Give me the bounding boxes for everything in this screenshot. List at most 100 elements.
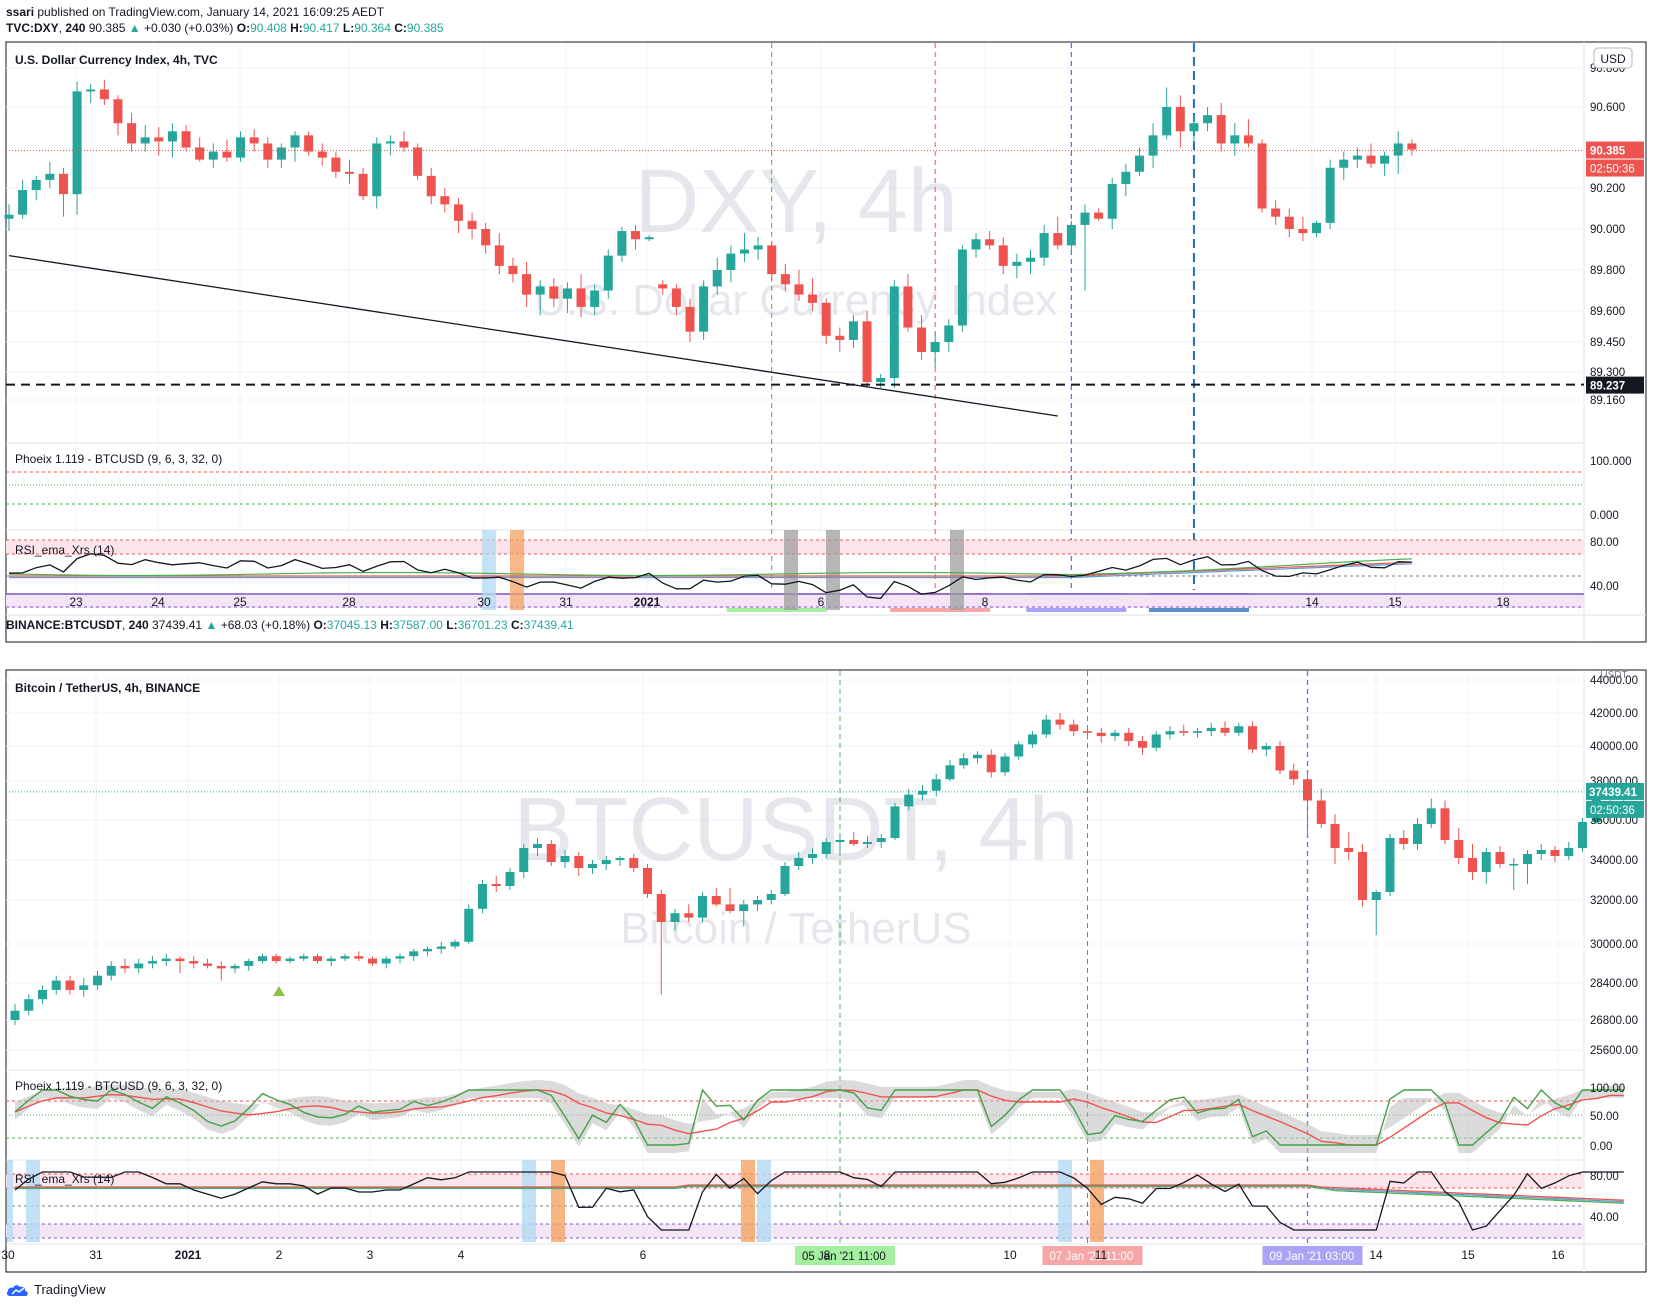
candle[interactable] [271,953,281,964]
candle[interactable] [467,212,477,240]
candle[interactable] [1399,830,1409,850]
candle[interactable] [835,327,845,352]
candle[interactable] [1014,741,1024,760]
candle[interactable] [120,958,130,974]
candle[interactable] [508,257,518,283]
candle[interactable] [1083,726,1092,740]
candle[interactable] [1248,721,1257,753]
candle[interactable] [957,245,967,332]
candle[interactable] [945,760,955,781]
candle[interactable] [505,868,515,890]
candle[interactable] [767,241,777,281]
candle[interactable] [1028,731,1037,748]
candle[interactable] [494,233,504,275]
candle[interactable] [562,282,572,314]
candle[interactable] [304,131,314,156]
candle[interactable] [358,167,368,201]
candle[interactable] [739,900,749,927]
candle[interactable] [1468,844,1477,880]
candle[interactable] [1407,139,1417,156]
candle[interactable] [1385,834,1395,896]
trendline[interactable] [8,255,1058,417]
candle[interactable] [576,274,586,318]
candle[interactable] [1344,832,1354,860]
candle[interactable] [917,315,927,360]
candle[interactable] [399,131,409,152]
candle[interactable] [230,963,240,974]
candle[interactable] [4,204,14,232]
candle[interactable] [1591,782,1601,824]
candle[interactable] [313,953,322,964]
candle[interactable] [1380,151,1390,176]
candle[interactable] [631,224,641,250]
candle[interactable] [959,753,969,769]
candle[interactable] [1203,107,1213,132]
candle[interactable] [1012,253,1022,279]
candle[interactable] [766,890,776,905]
candle[interactable] [739,233,749,262]
candle[interactable] [1179,724,1189,737]
candle[interactable] [1107,177,1117,229]
candle[interactable] [862,311,872,388]
candle[interactable] [1619,788,1629,807]
candle[interactable] [931,774,941,797]
candle[interactable] [794,852,804,870]
candle[interactable] [533,838,542,856]
candle[interactable] [127,113,137,152]
candle[interactable] [148,956,157,969]
candle[interactable] [1234,722,1244,737]
candle[interactable] [1289,763,1299,785]
candle[interactable] [1134,147,1144,176]
candle[interactable] [808,848,817,864]
candle[interactable] [1055,713,1065,730]
candle[interactable] [79,978,89,997]
candle[interactable] [671,284,681,316]
candle[interactable] [601,856,611,870]
candle[interactable] [354,951,364,962]
candle[interactable] [1578,818,1587,852]
candle[interactable] [340,953,350,962]
candle[interactable] [546,840,556,866]
candle[interactable] [368,956,377,966]
candle[interactable] [175,956,185,974]
candle[interactable] [1094,208,1104,221]
candle[interactable] [140,125,150,152]
candle[interactable] [1509,858,1519,890]
candle[interactable] [208,143,218,168]
candle[interactable] [106,961,116,981]
candle[interactable] [1371,890,1381,936]
candle[interactable] [1175,95,1185,148]
candle[interactable] [10,1003,20,1025]
candle[interactable] [299,953,309,962]
candle[interactable] [794,270,804,301]
candle[interactable] [276,143,286,168]
candle[interactable] [1138,736,1147,755]
candle[interactable] [1069,719,1079,737]
candle[interactable] [1312,220,1322,238]
candle[interactable] [1041,714,1051,738]
candle[interactable] [317,143,327,166]
candle[interactable] [821,838,831,858]
candle[interactable] [249,129,259,152]
candle[interactable] [189,956,199,969]
candle[interactable] [998,237,1008,275]
candle[interactable] [973,751,982,764]
candle[interactable] [1275,741,1285,774]
candle[interactable] [72,81,82,215]
candle[interactable] [154,127,164,156]
candle[interactable] [1000,753,1010,776]
candle[interactable] [699,280,709,340]
candle[interactable] [549,278,559,307]
candle[interactable] [326,956,336,966]
candle[interactable] [780,862,790,896]
candle[interactable] [1026,249,1035,275]
candle[interactable] [535,280,545,316]
candle[interactable] [99,79,109,106]
candle[interactable] [1189,115,1199,144]
candle[interactable] [1039,224,1049,266]
candle[interactable] [821,298,831,344]
candle[interactable] [1220,721,1230,737]
candle[interactable] [1080,204,1090,291]
